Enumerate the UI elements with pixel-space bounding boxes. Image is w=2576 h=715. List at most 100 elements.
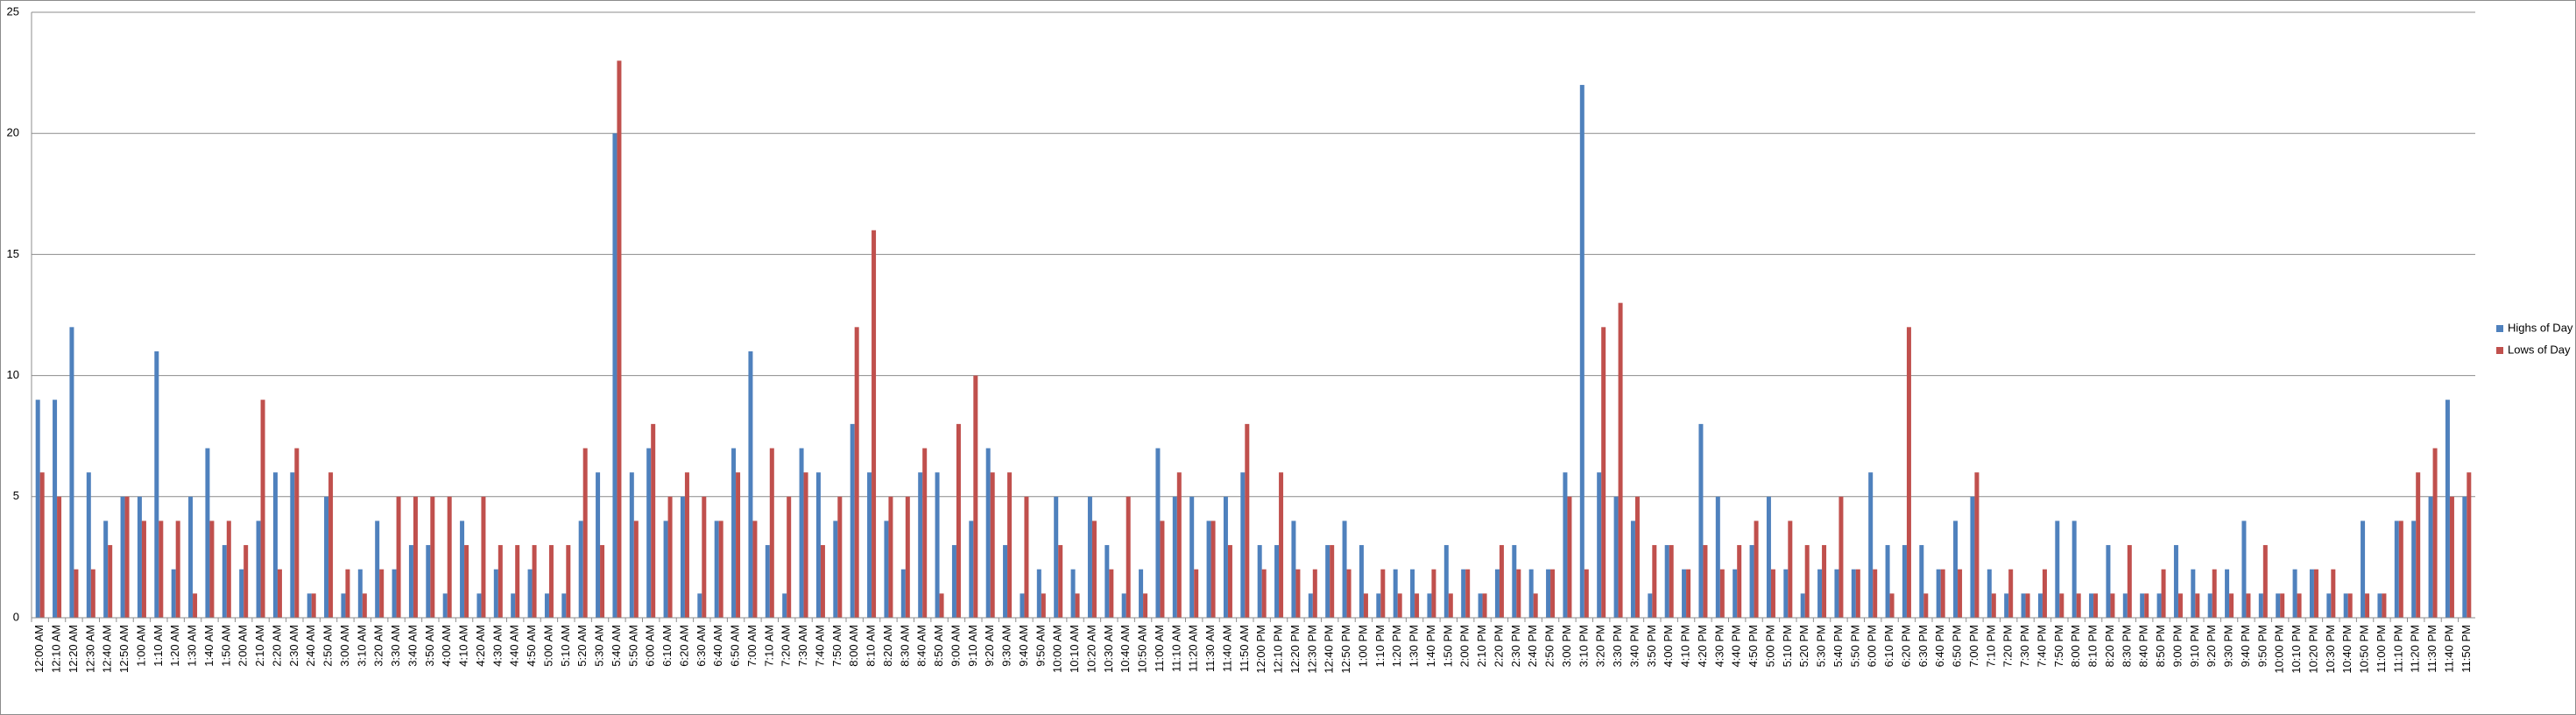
x-tick-label: 6:40 AM xyxy=(711,625,724,667)
x-tick-label: 2:40 PM xyxy=(1526,625,1539,667)
x-tick-label: 2:40 AM xyxy=(304,625,317,667)
x-tick-label: 10:20 PM xyxy=(2306,625,2319,674)
bar xyxy=(392,569,397,618)
bar xyxy=(617,60,622,618)
bar xyxy=(1482,593,1487,618)
bar xyxy=(629,472,634,618)
bar xyxy=(1325,545,1330,618)
bar xyxy=(1274,545,1280,618)
bar xyxy=(990,472,995,618)
x-tick-label: 8:30 PM xyxy=(2120,625,2133,667)
bar xyxy=(803,472,808,618)
bar xyxy=(511,593,516,618)
x-tick-label: 6:10 AM xyxy=(660,625,674,667)
bar xyxy=(900,569,906,618)
bar xyxy=(2008,569,2014,618)
x-tick-label: 11:40 PM xyxy=(2442,625,2455,673)
bar xyxy=(1906,327,1911,618)
x-tick-label: 1:00 AM xyxy=(134,625,147,667)
bar xyxy=(311,593,316,618)
bar xyxy=(209,520,215,618)
y-tick-label: 0 xyxy=(13,610,19,623)
x-tick-label: 1:50 AM xyxy=(219,625,232,667)
bar xyxy=(1105,545,1110,618)
x-tick-label: 11:00 PM xyxy=(2375,625,2388,673)
bar xyxy=(1206,520,1211,618)
bar xyxy=(1494,569,1500,618)
bar xyxy=(1512,545,1517,618)
x-tick-label: 11:30 AM xyxy=(1203,625,1217,672)
x-tick-label: 7:20 AM xyxy=(780,625,793,667)
x-tick-label: 9:20 PM xyxy=(2205,625,2218,667)
bar xyxy=(2140,593,2145,618)
bar xyxy=(1160,520,1165,618)
bar xyxy=(905,496,910,618)
x-tick-label: 8:30 AM xyxy=(898,625,911,667)
x-tick-label: 11:00 AM xyxy=(1153,625,1166,672)
bar xyxy=(1597,472,1602,618)
bar xyxy=(2042,569,2047,618)
bar xyxy=(1737,545,1742,618)
bar xyxy=(2144,593,2149,618)
bar xyxy=(57,496,62,618)
bar xyxy=(1800,593,1805,618)
bar xyxy=(2258,593,2263,618)
bar xyxy=(1024,496,1029,618)
bar xyxy=(956,423,961,618)
x-tick-label: 8:40 AM xyxy=(915,625,928,667)
x-tick-label: 10:40 PM xyxy=(2340,625,2354,674)
bar xyxy=(2207,593,2213,618)
bar xyxy=(1427,593,1432,618)
bar xyxy=(1431,569,1436,618)
bar xyxy=(159,520,164,618)
bar xyxy=(2462,496,2467,618)
x-tick-label: 11:20 PM xyxy=(2409,625,2422,673)
bar xyxy=(1936,569,1941,618)
bar xyxy=(1834,569,1839,618)
bar xyxy=(1634,496,1640,618)
x-tick-label: 3:20 AM xyxy=(372,625,385,667)
bar xyxy=(578,520,583,618)
legend-label: Lows of Day xyxy=(2508,343,2571,356)
x-tick-label: 8:20 PM xyxy=(2103,625,2116,667)
bar xyxy=(2382,593,2387,618)
x-tick-label: 10:50 AM xyxy=(1136,625,1149,673)
bar xyxy=(1091,520,1097,618)
x-tick-label: 3:30 AM xyxy=(389,625,402,667)
bar xyxy=(769,448,774,618)
x-tick-label: 8:50 AM xyxy=(932,625,945,667)
y-tick-label: 20 xyxy=(7,126,19,139)
bar xyxy=(2276,593,2281,618)
bar xyxy=(2071,520,2077,618)
x-tick-label: 6:10 PM xyxy=(1882,625,1895,667)
bar xyxy=(2076,593,2081,618)
x-tick-label: 9:10 AM xyxy=(966,625,979,667)
bar xyxy=(752,520,758,618)
bar xyxy=(1889,593,1895,618)
bar xyxy=(1036,569,1041,618)
bar xyxy=(2347,593,2353,618)
bar xyxy=(243,545,249,618)
x-tick-label: 9:30 AM xyxy=(1000,625,1013,667)
bar xyxy=(1461,569,1466,618)
x-tick-label: 12:40 PM xyxy=(1323,625,1336,674)
x-tick-label: 8:10 PM xyxy=(2086,625,2100,667)
bar xyxy=(1719,569,1725,618)
bar xyxy=(430,496,435,618)
x-tick-label: 3:00 PM xyxy=(1560,625,1573,667)
bar xyxy=(651,423,656,618)
x-tick-label: 12:30 AM xyxy=(83,625,96,673)
bar xyxy=(2309,569,2314,618)
bar xyxy=(2173,545,2178,618)
bar xyxy=(561,593,567,618)
x-tick-label: 5:30 AM xyxy=(593,625,606,667)
bar xyxy=(872,230,877,618)
bar xyxy=(544,593,549,618)
bar xyxy=(1346,569,1352,618)
x-tick-label: 3:40 AM xyxy=(406,625,419,667)
bar xyxy=(1749,545,1754,618)
bar xyxy=(290,472,295,618)
x-tick-label: 5:30 PM xyxy=(1815,625,1828,667)
